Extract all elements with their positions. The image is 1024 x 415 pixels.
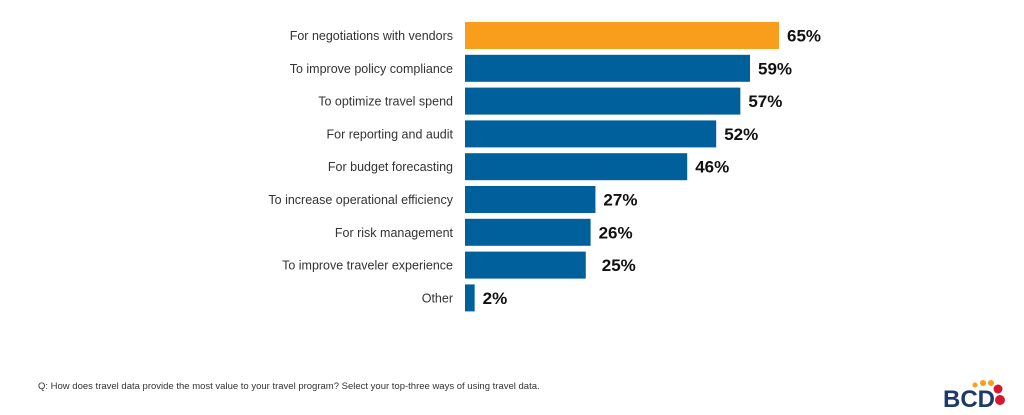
bar — [465, 87, 741, 115]
bar — [465, 120, 717, 148]
category-label: To increase operational efficiency — [268, 193, 453, 207]
value-label: 25% — [602, 256, 636, 275]
value-label: 59% — [758, 59, 792, 78]
category-label: To improve policy compliance — [290, 62, 453, 76]
category-label: For negotiations with vendors — [290, 29, 453, 43]
value-label: 26% — [599, 223, 633, 242]
bar — [465, 284, 475, 312]
category-label: To improve traveler experience — [282, 259, 453, 273]
footer-question: Q: How does travel data provide the most… — [38, 381, 540, 392]
bar — [465, 186, 596, 213]
category-label: For risk management — [335, 226, 454, 240]
value-label: 52% — [724, 125, 758, 144]
bcd-logo: BCD — [943, 380, 1005, 410]
bar-chart: For negotiations with vendors 65% To impro… — [268, 22, 821, 312]
value-label: 2% — [483, 289, 508, 308]
bar — [465, 22, 779, 49]
bar — [465, 54, 751, 82]
category-label: Other — [422, 291, 453, 305]
category-label: For budget forecasting — [328, 160, 453, 174]
value-label: 27% — [603, 191, 637, 210]
value-label: 57% — [748, 92, 782, 111]
category-label: To optimize travel spend — [318, 95, 453, 109]
value-label: 65% — [787, 27, 821, 46]
bar — [465, 153, 688, 181]
svg-text:BCD: BCD — [943, 386, 995, 410]
bar — [465, 218, 591, 246]
value-label: 46% — [695, 158, 729, 177]
bar — [465, 251, 586, 279]
category-label: For reporting and audit — [327, 127, 454, 141]
